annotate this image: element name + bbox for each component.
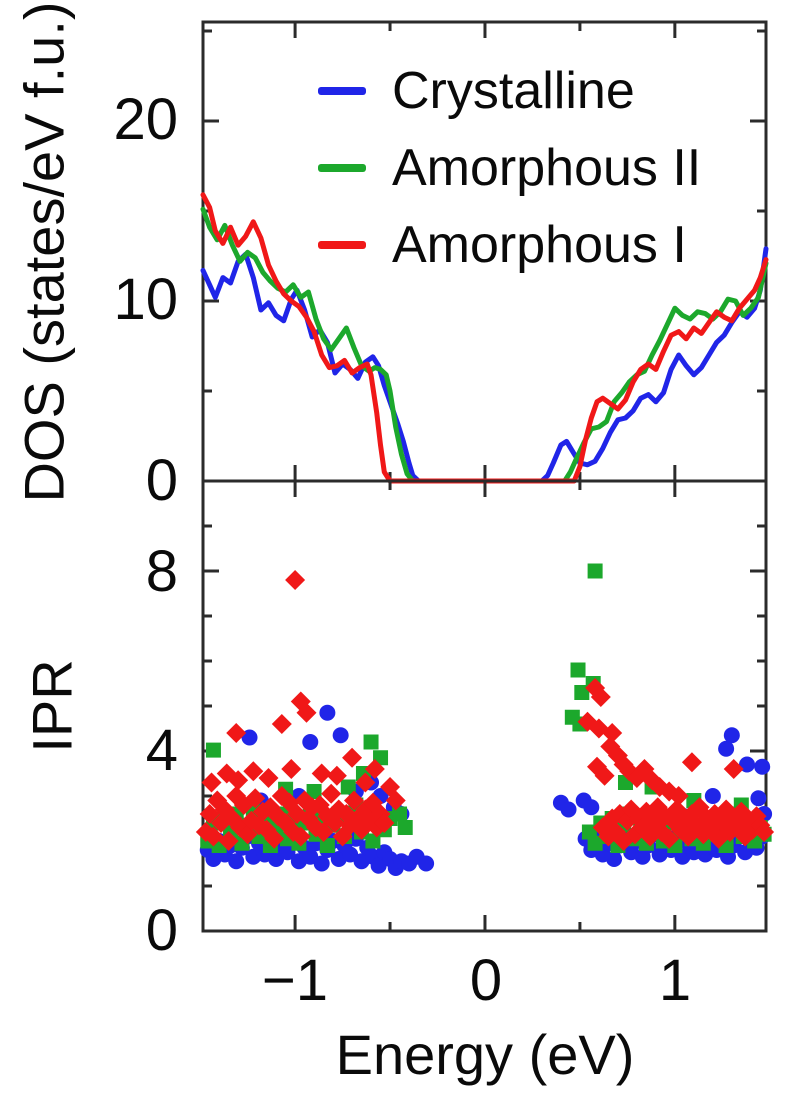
legend: Crystalline Amorphous II Amorphous I <box>318 52 701 283</box>
dos-ytick-0: 0 <box>145 448 178 513</box>
xtick-minus1: −1 <box>261 948 329 1013</box>
ipr-ytick-0: 0 <box>145 898 178 963</box>
amorphous-i-line-swatch <box>318 240 366 249</box>
legend-item-amorphous-ii: Amorphous II <box>318 129 701 206</box>
legend-item-crystalline: Crystalline <box>318 52 701 129</box>
legend-item-amorphous-i: Amorphous I <box>318 206 701 283</box>
xtick-0: 0 <box>469 948 503 1013</box>
ipr-ytick-4: 4 <box>145 718 178 783</box>
x-axis-title: Energy (eV) <box>335 1023 635 1086</box>
ipr-ytick-8: 8 <box>145 539 178 604</box>
dos-ytick-20: 20 <box>113 87 178 152</box>
crystalline-line-swatch <box>318 86 366 95</box>
legend-label-crystalline: Crystalline <box>392 61 635 120</box>
amorphous-ii-line-swatch <box>318 163 366 172</box>
ipr-axis-title: IPR <box>20 659 84 753</box>
dos-axis-title: DOS (states/eV f.u.) <box>12 1 76 503</box>
legend-label-amorphous-i: Amorphous I <box>392 215 687 274</box>
dos-ytick-10: 10 <box>113 267 178 332</box>
xtick-1: 1 <box>658 948 692 1013</box>
legend-label-amorphous-ii: Amorphous II <box>392 138 702 197</box>
